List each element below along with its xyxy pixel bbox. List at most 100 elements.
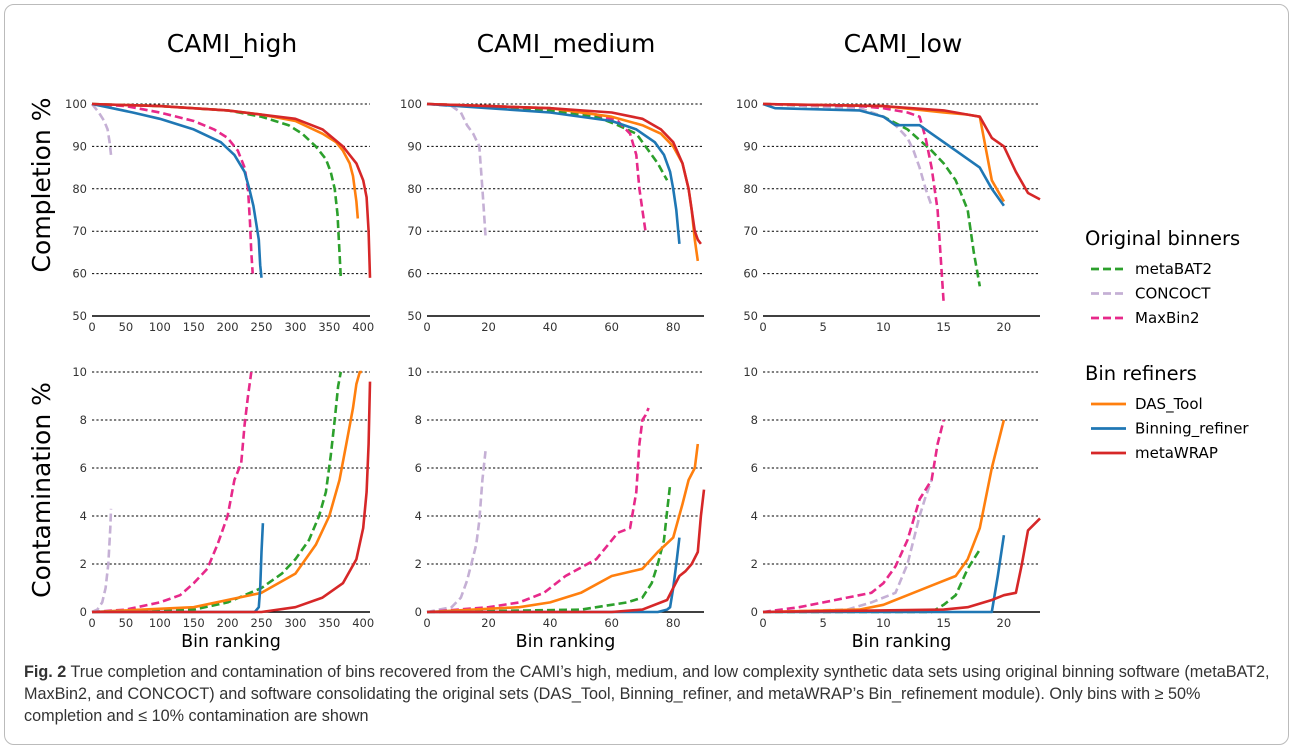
series-line-binning_refiner	[427, 537, 681, 614]
series-line-metawrap	[92, 381, 372, 614]
x-tick-label: 80	[666, 320, 681, 334]
x-tick-label: 40	[543, 616, 558, 630]
series-line-binning_refiner	[762, 102, 1005, 207]
x-axis-label: Bin ranking	[516, 632, 616, 652]
y-tick-label: 2	[80, 557, 87, 571]
x-tick-label: 20	[481, 616, 496, 630]
series-line-maxbin2	[426, 407, 650, 614]
y-tick-label: 70	[407, 224, 422, 238]
series-line-metabat2	[91, 102, 343, 278]
y-tick-label: 6	[415, 461, 422, 475]
series-line-binning_refiner	[763, 535, 1006, 614]
x-tick-label: 350	[318, 616, 340, 630]
series-line-das_tool	[426, 443, 700, 614]
y-tick-label: 50	[407, 309, 422, 323]
series-line-concoct	[91, 508, 113, 614]
legend-label-das_tool: DAS_Tool	[1135, 395, 1203, 414]
x-tick-label: 0	[423, 320, 430, 334]
y-tick-label: 6	[751, 461, 758, 475]
y-tick-label: 10	[743, 365, 758, 379]
x-tick-label: 250	[251, 320, 273, 334]
y-tick-label: 100	[736, 97, 758, 111]
y-tick-label: 60	[407, 267, 422, 281]
column-title-1: CAMI_medium	[477, 29, 656, 58]
y-tick-label: 80	[407, 182, 422, 196]
column-title-0: CAMI_high	[167, 29, 298, 58]
series-line-das_tool	[762, 419, 1006, 614]
y-tick-label: 90	[72, 139, 87, 153]
series-line-maxbin2	[762, 102, 945, 304]
series-line-concoct	[762, 102, 933, 207]
y-tick-label: 60	[743, 267, 758, 281]
series-line-das_tool	[91, 370, 362, 614]
panel-4: 0 2 4 6 8 10 0 20 40 60 80 Bin ranking	[407, 365, 706, 652]
series-line-metawrap	[91, 102, 372, 278]
legend-label-metawrap: metaWRAP	[1135, 444, 1218, 462]
x-tick-label: 100	[149, 616, 171, 630]
legend-label-maxbin2: MaxBin2	[1135, 309, 1200, 327]
series-line-das_tool	[762, 102, 1006, 203]
legend-label-binning_refiner: Binning_refiner	[1135, 420, 1249, 439]
series-line-binning_refiner	[426, 102, 681, 245]
x-tick-label: 60	[604, 616, 619, 630]
x-tick-label: 50	[119, 320, 134, 334]
y-tick-label: 4	[80, 509, 87, 523]
series-line-das_tool	[91, 102, 360, 219]
x-tick-label: 350	[318, 320, 340, 334]
x-tick-label: 60	[604, 320, 619, 334]
series-line-concoct	[426, 102, 487, 236]
series-line-maxbin2	[91, 102, 254, 274]
y-tick-label: 2	[415, 557, 422, 571]
y-tick-label: 80	[72, 182, 87, 196]
figure-panels: CAMI_high CAMI_medium CAMI_low 50607080901…	[27, 29, 1249, 652]
x-tick-label: 5	[820, 320, 827, 334]
x-tick-label: 15	[936, 616, 951, 630]
y-tick-label: 60	[72, 267, 87, 281]
x-tick-label: 150	[183, 320, 205, 334]
y-tick-label: 2	[751, 557, 758, 571]
legend-label-concoct: CONCOCT	[1135, 285, 1211, 303]
x-tick-label: 20	[997, 320, 1012, 334]
ylabel-contamination: Contamination %	[27, 382, 56, 598]
x-tick-label: 400	[352, 616, 374, 630]
series-line-metawrap	[762, 102, 1041, 201]
series-line-maxbin2	[762, 419, 945, 614]
y-tick-label: 10	[407, 365, 422, 379]
x-tick-label: 10	[876, 616, 891, 630]
y-tick-label: 50	[743, 309, 758, 323]
x-tick-label: 50	[119, 616, 134, 630]
y-tick-label: 100	[65, 97, 87, 111]
caption-text: True completion and contamination of bin…	[24, 663, 1270, 725]
y-tick-label: 4	[415, 509, 422, 523]
series-line-metabat2	[762, 102, 982, 287]
series-line-metawrap	[426, 102, 702, 245]
legend-title-bin-refiners: Bin refiners	[1085, 362, 1197, 385]
y-tick-label: 80	[743, 182, 758, 196]
x-tick-label: 300	[284, 320, 306, 334]
panel-2: 50 60 70 80 90 100 0 5 10 15 20	[736, 97, 1041, 334]
x-tick-label: 20	[997, 616, 1012, 630]
series-line-metabat2	[426, 484, 672, 614]
series-line-metabat2	[426, 102, 669, 181]
x-tick-label: 0	[88, 320, 95, 334]
y-tick-label: 90	[407, 139, 422, 153]
y-tick-label: 0	[80, 605, 87, 619]
x-tick-label: 200	[217, 320, 239, 334]
y-tick-label: 100	[400, 97, 422, 111]
y-tick-label: 90	[743, 139, 758, 153]
caption-label: Fig. 2	[24, 663, 67, 681]
y-tick-label: 8	[415, 413, 422, 427]
series-line-metawrap	[762, 517, 1041, 614]
x-tick-label: 150	[183, 616, 205, 630]
column-title-2: CAMI_low	[844, 29, 963, 58]
x-tick-label: 250	[251, 616, 273, 630]
y-tick-label: 70	[72, 224, 87, 238]
panel-5: 0 2 4 6 8 10 0 5 10 15 20 Bin ranking	[743, 365, 1041, 652]
y-tick-label: 50	[72, 309, 87, 323]
legend-title-original-binners: Original binners	[1085, 227, 1240, 250]
legend: Original binners metaBAT2 CONCOCT MaxBin2 Bi…	[1085, 227, 1249, 462]
legend-label-metabat2: metaBAT2	[1135, 260, 1212, 278]
x-tick-label: 0	[759, 616, 766, 630]
y-tick-label: 8	[80, 413, 87, 427]
x-tick-label: 20	[481, 320, 496, 334]
